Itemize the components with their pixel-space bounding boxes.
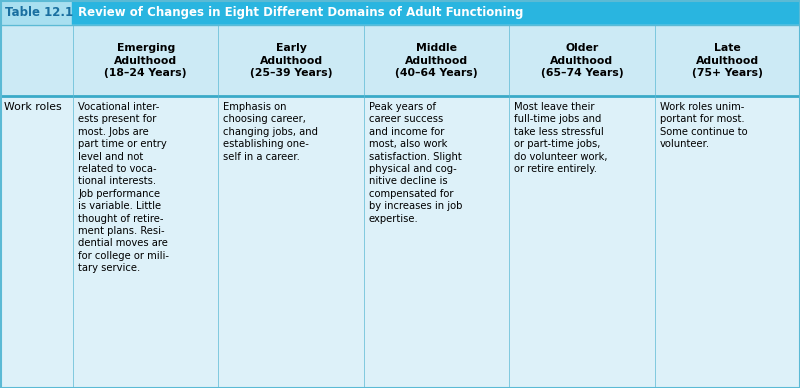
Bar xyxy=(0,96,800,388)
Bar xyxy=(0,0,72,25)
Text: Late
Adulthood
(75+ Years): Late Adulthood (75+ Years) xyxy=(692,43,762,78)
Text: Early
Adulthood
(25–39 Years): Early Adulthood (25–39 Years) xyxy=(250,43,332,78)
Text: Work roles: Work roles xyxy=(4,102,62,112)
Bar xyxy=(72,0,800,25)
Text: Work roles unim-
portant for most.
Some continue to
volunteer.: Work roles unim- portant for most. Some … xyxy=(659,102,747,149)
Text: Review of Changes in Eight Different Domains of Adult Functioning: Review of Changes in Eight Different Dom… xyxy=(78,6,523,19)
Text: Peak years of
career success
and income for
most, also work
satisfaction. Slight: Peak years of career success and income … xyxy=(369,102,462,223)
Text: Emphasis on
choosing career,
changing jobs, and
establishing one-
self in a care: Emphasis on choosing career, changing jo… xyxy=(223,102,318,161)
Bar xyxy=(0,25,800,96)
Text: Vocational inter-
ests present for
most. Jobs are
part time or entry
level and n: Vocational inter- ests present for most.… xyxy=(78,102,169,273)
Text: Emerging
Adulthood
(18–24 Years): Emerging Adulthood (18–24 Years) xyxy=(105,43,187,78)
Text: Older
Adulthood
(65–74 Years): Older Adulthood (65–74 Years) xyxy=(541,43,623,78)
Text: Middle
Adulthood
(40–64 Years): Middle Adulthood (40–64 Years) xyxy=(395,43,478,78)
Text: Most leave their
full-time jobs and
take less stressful
or part-time jobs,
do vo: Most leave their full-time jobs and take… xyxy=(514,102,608,174)
Text: Table 12.1: Table 12.1 xyxy=(5,6,73,19)
